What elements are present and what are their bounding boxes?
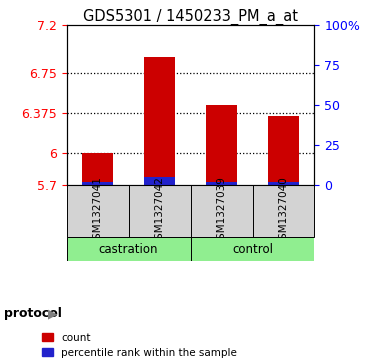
Title: GDS5301 / 1450233_PM_a_at: GDS5301 / 1450233_PM_a_at	[83, 9, 298, 25]
Bar	[268, 182, 299, 185]
Bar	[82, 154, 113, 185]
Bar	[67, 185, 129, 237]
Bar	[82, 182, 113, 185]
Bar	[144, 57, 175, 185]
Text: protocol: protocol	[4, 307, 61, 321]
Bar	[67, 237, 191, 261]
Bar	[191, 237, 314, 261]
Bar	[252, 185, 314, 237]
Text: control: control	[232, 243, 273, 256]
Text: GSM1327042: GSM1327042	[155, 176, 165, 246]
Text: GSM1327040: GSM1327040	[279, 176, 289, 246]
Text: castration: castration	[99, 243, 158, 256]
Text: GSM1327041: GSM1327041	[92, 176, 102, 246]
Text: GSM1327039: GSM1327039	[216, 176, 226, 246]
Bar	[144, 178, 175, 185]
Text: ▶: ▶	[48, 307, 57, 321]
Bar	[206, 182, 237, 185]
Bar	[268, 116, 299, 185]
Bar	[129, 185, 191, 237]
Legend: count, percentile rank within the sample: count, percentile rank within the sample	[42, 333, 237, 358]
Bar	[206, 105, 237, 185]
Bar	[191, 185, 252, 237]
